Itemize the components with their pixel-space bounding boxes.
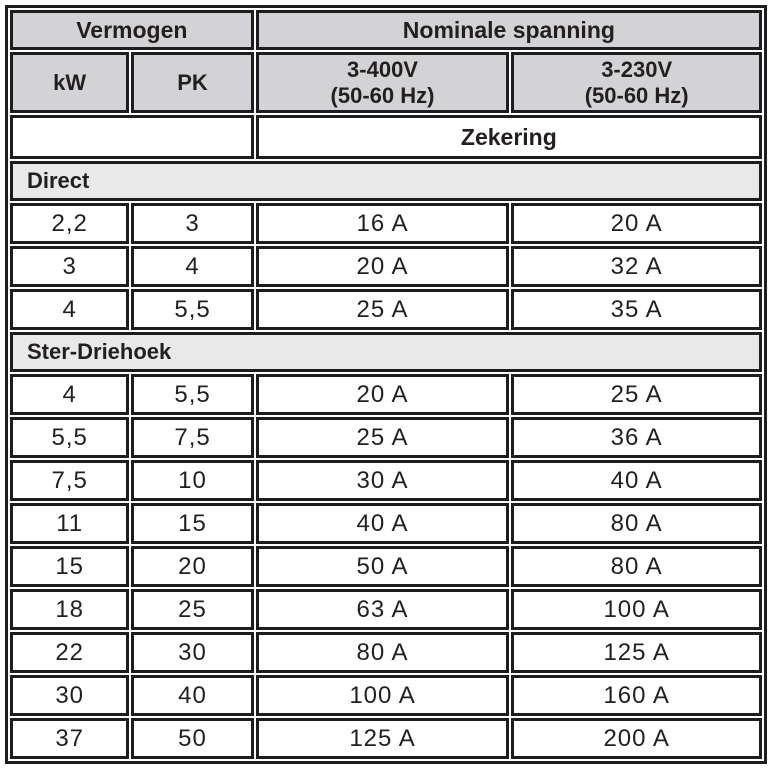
cell-fuse-400v: 25 A [255, 417, 510, 458]
header-kw: kW [10, 52, 130, 113]
table-row: 18 25 63 A 100 A [10, 589, 762, 630]
header-3-230v-line2: (50-60 Hz) [584, 82, 689, 108]
section-label-direct: Direct [10, 161, 762, 201]
cell-kw: 5,5 [10, 417, 130, 458]
header-nominale-spanning: Nominale spanning [255, 10, 762, 50]
table-row: 22 30 80 A 125 A [10, 632, 762, 673]
cell-pk: 5,5 [131, 289, 254, 330]
table-row: 4 5,5 25 A 35 A [10, 289, 762, 330]
cell-fuse-230v: 40 A [511, 460, 762, 501]
cell-fuse-230v: 20 A [511, 203, 762, 244]
cell-kw: 37 [10, 718, 130, 759]
header-pk: PK [131, 52, 254, 113]
cell-kw: 15 [10, 546, 130, 587]
cell-kw: 3 [10, 246, 130, 287]
cell-fuse-230v: 200 A [511, 718, 762, 759]
cell-fuse-230v: 25 A [511, 374, 762, 415]
cell-pk: 3 [131, 203, 254, 244]
cell-fuse-400v: 63 A [255, 589, 510, 630]
cell-kw: 11 [10, 503, 130, 544]
table-row: 30 40 100 A 160 A [10, 675, 762, 716]
header-row-columns: kW PK 3-400V (50-60 Hz) 3-230V (50-60 Hz… [10, 52, 762, 113]
cell-fuse-230v: 80 A [511, 546, 762, 587]
cell-fuse-230v: 36 A [511, 417, 762, 458]
cell-fuse-400v: 20 A [255, 246, 510, 287]
cell-fuse-230v: 80 A [511, 503, 762, 544]
cell-kw: 18 [10, 589, 130, 630]
section-label-ster-driehoek: Ster-Driehoek [10, 332, 762, 372]
cell-kw: 22 [10, 632, 130, 673]
cell-pk: 50 [131, 718, 254, 759]
cell-pk: 20 [131, 546, 254, 587]
table-row: 3 4 20 A 32 A [10, 246, 762, 287]
section-row-ster-driehoek: Ster-Driehoek [10, 332, 762, 372]
cell-kw: 30 [10, 675, 130, 716]
header-row-zekering: Zekering [10, 115, 762, 159]
table-row: 4 5,5 20 A 25 A [10, 374, 762, 415]
table-row: 7,5 10 30 A 40 A [10, 460, 762, 501]
header-vermogen: Vermogen [10, 10, 254, 50]
table-row: 37 50 125 A 200 A [10, 718, 762, 759]
table-row: 11 15 40 A 80 A [10, 503, 762, 544]
cell-fuse-400v: 30 A [255, 460, 510, 501]
empty-cell [10, 115, 254, 159]
cell-fuse-230v: 35 A [511, 289, 762, 330]
cell-pk: 10 [131, 460, 254, 501]
header-row-groups: Vermogen Nominale spanning [10, 10, 762, 50]
cell-pk: 25 [131, 589, 254, 630]
cell-fuse-400v: 40 A [255, 503, 510, 544]
table-row: 5,5 7,5 25 A 36 A [10, 417, 762, 458]
header-3-400v-line2: (50-60 Hz) [330, 82, 435, 108]
cell-pk: 7,5 [131, 417, 254, 458]
cell-fuse-400v: 50 A [255, 546, 510, 587]
cell-fuse-400v: 16 A [255, 203, 510, 244]
header-3-230v: 3-230V (50-60 Hz) [511, 52, 762, 113]
cell-fuse-400v: 125 A [255, 718, 510, 759]
cell-fuse-230v: 32 A [511, 246, 762, 287]
cell-fuse-230v: 100 A [511, 589, 762, 630]
cell-fuse-230v: 125 A [511, 632, 762, 673]
table-row: 2,2 3 16 A 20 A [10, 203, 762, 244]
cell-fuse-400v: 80 A [255, 632, 510, 673]
cell-pk: 15 [131, 503, 254, 544]
cell-pk: 30 [131, 632, 254, 673]
cell-pk: 4 [131, 246, 254, 287]
cell-fuse-400v: 100 A [255, 675, 510, 716]
cell-kw: 4 [10, 289, 130, 330]
header-3-400v-line1: 3-400V [347, 56, 418, 82]
cell-pk: 5,5 [131, 374, 254, 415]
cell-fuse-400v: 25 A [255, 289, 510, 330]
motor-fuse-spec-table: Vermogen Nominale spanning kW PK 3-400V … [5, 5, 767, 764]
header-zekering: Zekering [255, 115, 762, 159]
cell-kw: 4 [10, 374, 130, 415]
header-3-400v: 3-400V (50-60 Hz) [255, 52, 510, 113]
cell-fuse-400v: 20 A [255, 374, 510, 415]
cell-pk: 40 [131, 675, 254, 716]
section-row-direct: Direct [10, 161, 762, 201]
cell-kw: 7,5 [10, 460, 130, 501]
table-row: 15 20 50 A 80 A [10, 546, 762, 587]
cell-kw: 2,2 [10, 203, 130, 244]
cell-fuse-230v: 160 A [511, 675, 762, 716]
header-3-230v-line1: 3-230V [601, 56, 673, 82]
